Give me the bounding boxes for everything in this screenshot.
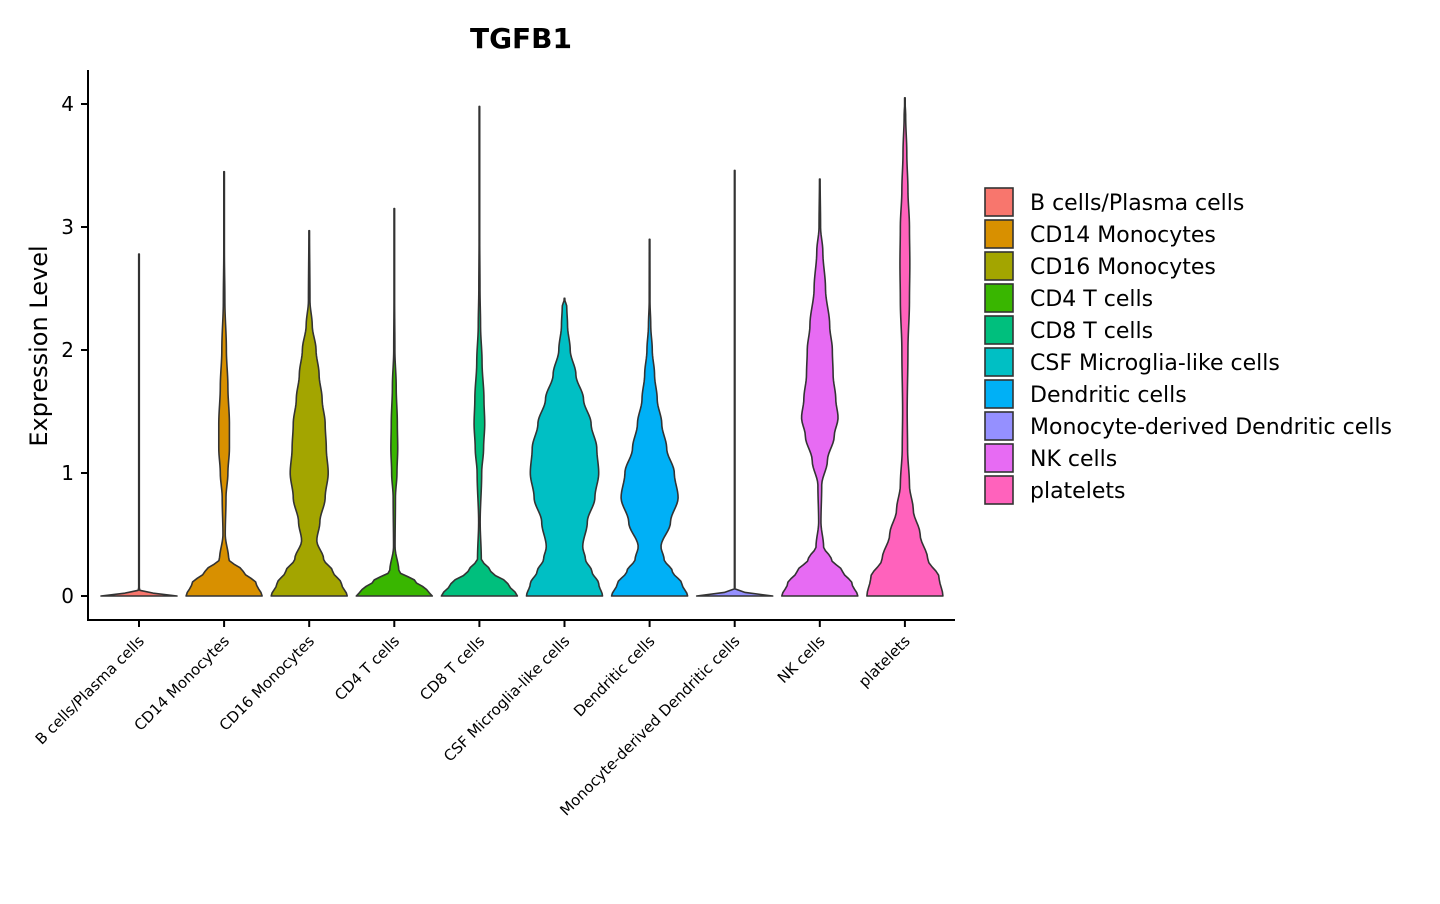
y-axis-label: Expression Level	[25, 245, 53, 446]
violin-b-cells-plasma-cells	[100, 253, 178, 597]
y-tick-label: 3	[61, 215, 74, 239]
y-tick-label: 1	[61, 461, 74, 485]
violins-group	[100, 97, 944, 597]
x-tick-label: platelets	[855, 632, 914, 691]
y-ticks-group: 0 1 2 3 4	[61, 92, 88, 608]
legend-label: CD16 Monocytes	[1030, 255, 1216, 280]
legend: B cells/Plasma cells CD14 Monocytes CD16 M…	[984, 187, 1392, 505]
y-tick-label: 4	[61, 92, 74, 116]
legend-label: platelets	[1030, 479, 1125, 504]
chart-title: TGFB1	[470, 22, 572, 55]
legend-swatch	[984, 443, 1014, 473]
legend-label: CD8 T cells	[1030, 319, 1153, 344]
violin-cd8-t-cells	[440, 105, 519, 597]
violin-cd4-t-cells	[355, 207, 434, 597]
violin-platelets	[866, 97, 944, 597]
x-tick-label: CD16 Monocytes	[216, 632, 318, 734]
legend-label: Monocyte-derived Dendritic cells	[1030, 415, 1392, 440]
legend-swatch	[984, 187, 1014, 217]
legend-label: Dendritic cells	[1030, 383, 1187, 408]
violin-csf-microglia-like-cells	[525, 297, 604, 597]
legend-label: CD4 T cells	[1030, 287, 1153, 312]
legend-swatch	[984, 379, 1014, 409]
x-tick-label: Monocyte-derived Dendritic cells	[556, 632, 743, 819]
y-tick-label: 2	[61, 338, 74, 362]
violin-cd14-monocytes	[185, 170, 263, 597]
legend-label: CD14 Monocytes	[1030, 223, 1216, 248]
violin-nk-cells	[781, 178, 859, 597]
legend-swatch	[984, 283, 1014, 313]
violin-monocyte-derived-dendritic-cells	[695, 169, 774, 597]
x-tick-label: NK cells	[774, 632, 829, 687]
x-tick-label: Dendritic cells	[570, 632, 658, 720]
legend-label: B cells/Plasma cells	[1030, 191, 1244, 216]
y-tick-label: 0	[61, 584, 74, 608]
legend-swatch	[984, 411, 1014, 441]
violin-cd16-monocytes	[270, 229, 348, 597]
legend-swatch	[984, 219, 1014, 249]
violin-dendritic-cells	[610, 238, 689, 597]
legend-swatch	[984, 315, 1014, 345]
x-tick-label: CD4 T cells	[331, 632, 403, 704]
legend-swatch	[984, 251, 1014, 281]
legend-swatch	[984, 347, 1014, 377]
legend-swatch	[984, 475, 1014, 505]
x-tick-label: B cells/Plasma cells	[32, 632, 148, 748]
x-tick-label: CD8 T cells	[416, 632, 488, 704]
legend-label: CSF Microglia-like cells	[1030, 351, 1280, 376]
legend-label: NK cells	[1030, 447, 1117, 472]
